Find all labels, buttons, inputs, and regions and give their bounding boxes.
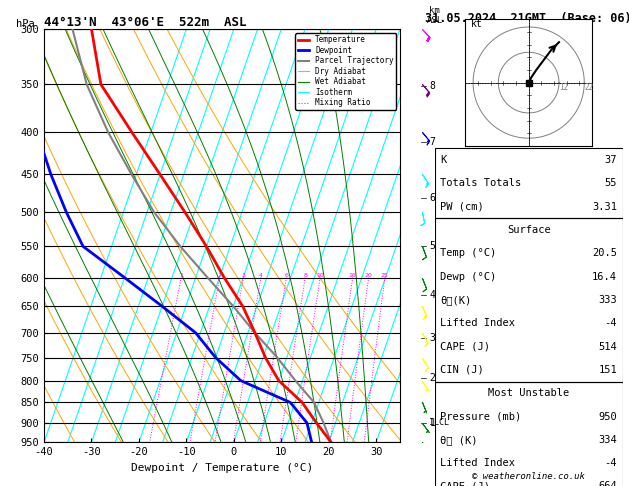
Text: 664: 664 <box>598 482 617 486</box>
Text: 6: 6 <box>430 192 435 203</box>
Text: θᴄ (K): θᴄ (K) <box>440 435 478 445</box>
Text: CAPE (J): CAPE (J) <box>440 342 490 351</box>
Text: 12: 12 <box>559 83 568 92</box>
Text: 16: 16 <box>348 273 357 278</box>
Text: Lifted Index: Lifted Index <box>440 458 515 468</box>
Text: 20: 20 <box>365 273 372 278</box>
Bar <box>435 382 623 486</box>
Text: -4: -4 <box>604 318 617 328</box>
Text: 3: 3 <box>242 273 245 278</box>
Text: 333: 333 <box>598 295 617 305</box>
Text: 2: 2 <box>430 373 435 383</box>
Bar <box>435 218 623 382</box>
Text: Dewp (°C): Dewp (°C) <box>440 272 496 281</box>
Text: 8: 8 <box>303 273 307 278</box>
Text: CIN (J): CIN (J) <box>440 365 484 375</box>
Bar <box>435 148 623 218</box>
Text: kt: kt <box>470 19 482 29</box>
Text: PW (cm): PW (cm) <box>440 202 484 211</box>
Text: 4: 4 <box>430 290 435 300</box>
Text: 7: 7 <box>430 137 435 147</box>
Text: Pressure (mb): Pressure (mb) <box>440 412 521 421</box>
Text: 8: 8 <box>430 82 435 91</box>
Text: 4: 4 <box>259 273 263 278</box>
Text: © weatheronline.co.uk: © weatheronline.co.uk <box>472 472 585 481</box>
Text: 20.5: 20.5 <box>592 248 617 258</box>
Text: Surface: Surface <box>507 225 550 235</box>
Text: 1LCL: 1LCL <box>430 418 450 427</box>
Text: 16.4: 16.4 <box>592 272 617 281</box>
Text: 151: 151 <box>598 365 617 375</box>
Text: 2: 2 <box>218 273 221 278</box>
Text: 22: 22 <box>584 83 594 92</box>
Text: 514: 514 <box>598 342 617 351</box>
Text: 334: 334 <box>598 435 617 445</box>
Text: 37: 37 <box>604 155 617 165</box>
X-axis label: Dewpoint / Temperature (°C): Dewpoint / Temperature (°C) <box>131 463 313 473</box>
Text: 1: 1 <box>179 273 183 278</box>
Text: CAPE (J): CAPE (J) <box>440 482 490 486</box>
Text: 44°13'N  43°06'E  522m  ASL: 44°13'N 43°06'E 522m ASL <box>44 16 247 29</box>
Text: Totals Totals: Totals Totals <box>440 178 521 188</box>
Text: 10: 10 <box>316 273 324 278</box>
Text: 3.31: 3.31 <box>592 202 617 211</box>
Text: 3: 3 <box>430 333 435 343</box>
Text: 55: 55 <box>604 178 617 188</box>
Text: km
ASL: km ASL <box>426 6 443 25</box>
Text: Temp (°C): Temp (°C) <box>440 248 496 258</box>
Text: 6: 6 <box>284 273 288 278</box>
Text: hPa: hPa <box>16 19 35 29</box>
Text: 25: 25 <box>381 273 389 278</box>
Text: 1: 1 <box>430 418 435 428</box>
Text: θᴄ(K): θᴄ(K) <box>440 295 472 305</box>
Text: -4: -4 <box>604 458 617 468</box>
Text: 31.05.2024  21GMT  (Base: 06): 31.05.2024 21GMT (Base: 06) <box>425 12 629 25</box>
Text: Lifted Index: Lifted Index <box>440 318 515 328</box>
Text: 950: 950 <box>598 412 617 421</box>
Text: K: K <box>440 155 447 165</box>
Text: Most Unstable: Most Unstable <box>488 388 569 398</box>
Text: 5: 5 <box>430 242 435 251</box>
Legend: Temperature, Dewpoint, Parcel Trajectory, Dry Adiabat, Wet Adiabat, Isotherm, Mi: Temperature, Dewpoint, Parcel Trajectory… <box>296 33 396 110</box>
